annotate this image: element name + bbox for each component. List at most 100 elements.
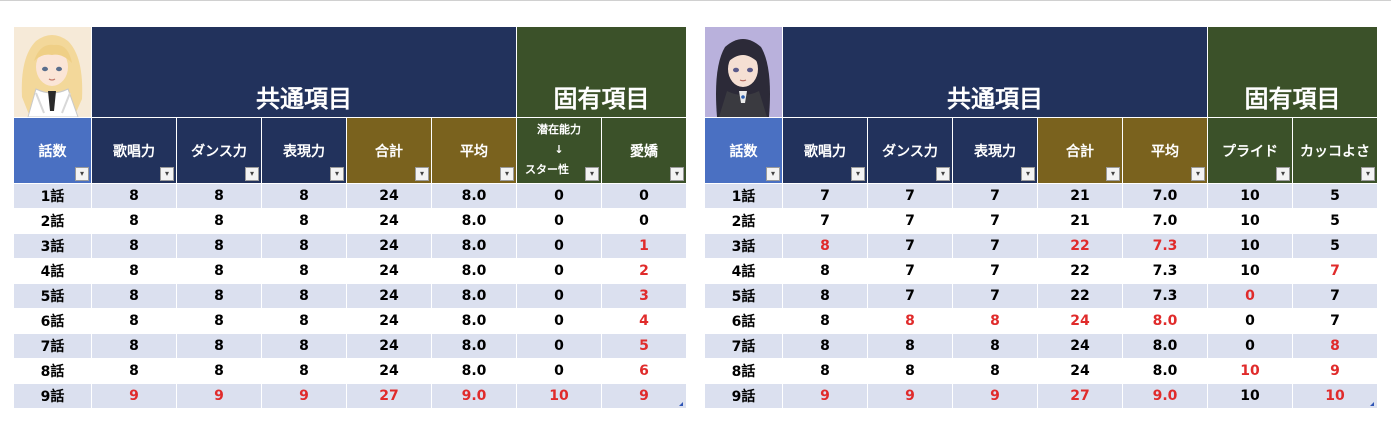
- average-cell[interactable]: 8.0: [431, 233, 517, 259]
- unique-2-cell[interactable]: 9: [1292, 358, 1378, 384]
- average-cell[interactable]: 8.0: [431, 283, 517, 309]
- dance-cell[interactable]: 8: [867, 358, 953, 384]
- average-cell[interactable]: 8.0: [431, 308, 517, 334]
- dance-cell[interactable]: 8: [176, 333, 262, 359]
- singing-cell[interactable]: 8: [91, 258, 177, 284]
- singing-cell[interactable]: 9: [782, 383, 868, 409]
- dance-cell[interactable]: 7: [867, 283, 953, 309]
- unique-2-cell[interactable]: 7: [1292, 258, 1378, 284]
- unique-1-cell[interactable]: 0: [516, 233, 602, 259]
- filter-dropdown-icon[interactable]: ▾: [1021, 167, 1035, 181]
- singing-cell[interactable]: 8: [91, 308, 177, 334]
- total-cell[interactable]: 27: [346, 383, 432, 409]
- table-resize-handle[interactable]: [679, 402, 683, 406]
- expression-cell[interactable]: 8: [952, 358, 1038, 384]
- unique-1-cell[interactable]: 0: [1207, 283, 1293, 309]
- average-cell[interactable]: 9.0: [1122, 383, 1208, 409]
- episode-cell[interactable]: 3話: [13, 233, 92, 259]
- episode-cell[interactable]: 5話: [13, 283, 92, 309]
- unique-2-cell[interactable]: 8: [1292, 333, 1378, 359]
- filter-dropdown-icon[interactable]: ▾: [1361, 167, 1375, 181]
- episode-cell[interactable]: 6話: [13, 308, 92, 334]
- unique-1-cell[interactable]: 0: [516, 258, 602, 284]
- expression-cell[interactable]: 8: [261, 233, 347, 259]
- dance-cell[interactable]: 7: [867, 233, 953, 259]
- singing-cell[interactable]: 7: [782, 208, 868, 234]
- filter-dropdown-icon[interactable]: ▾: [851, 167, 865, 181]
- unique-1-cell[interactable]: 10: [1207, 208, 1293, 234]
- filter-dropdown-icon[interactable]: ▾: [160, 167, 174, 181]
- unique-1-cell[interactable]: 10: [1207, 183, 1293, 209]
- expression-cell[interactable]: 8: [261, 308, 347, 334]
- dance-cell[interactable]: 8: [176, 183, 262, 209]
- filter-dropdown-icon[interactable]: ▾: [75, 167, 89, 181]
- dance-cell[interactable]: 8: [176, 233, 262, 259]
- filter-dropdown-icon[interactable]: ▾: [1106, 167, 1120, 181]
- unique-2-cell[interactable]: 3: [601, 283, 687, 309]
- episode-cell[interactable]: 9話: [704, 383, 783, 409]
- unique-2-cell[interactable]: 5: [1292, 183, 1378, 209]
- average-cell[interactable]: 8.0: [431, 208, 517, 234]
- unique-2-cell[interactable]: 2: [601, 258, 687, 284]
- filter-dropdown-icon[interactable]: ▾: [245, 167, 259, 181]
- average-cell[interactable]: 8.0: [431, 333, 517, 359]
- total-cell[interactable]: 24: [346, 283, 432, 309]
- unique-1-cell[interactable]: 0: [516, 208, 602, 234]
- average-cell[interactable]: 7.3: [1122, 258, 1208, 284]
- episode-cell[interactable]: 8話: [13, 358, 92, 384]
- average-cell[interactable]: 8.0: [431, 183, 517, 209]
- average-cell[interactable]: 8.0: [1122, 308, 1208, 334]
- filter-dropdown-icon[interactable]: ▾: [1191, 167, 1205, 181]
- expression-cell[interactable]: 7: [952, 283, 1038, 309]
- unique-2-cell[interactable]: 10: [1292, 383, 1378, 409]
- dance-cell[interactable]: 8: [176, 283, 262, 309]
- unique-2-cell[interactable]: 5: [1292, 208, 1378, 234]
- filter-dropdown-icon[interactable]: ▾: [415, 167, 429, 181]
- expression-cell[interactable]: 8: [261, 183, 347, 209]
- expression-cell[interactable]: 9: [952, 383, 1038, 409]
- singing-cell[interactable]: 9: [91, 383, 177, 409]
- total-cell[interactable]: 24: [346, 208, 432, 234]
- episode-cell[interactable]: 2話: [704, 208, 783, 234]
- singing-cell[interactable]: 8: [782, 333, 868, 359]
- average-cell[interactable]: 9.0: [431, 383, 517, 409]
- unique-2-cell[interactable]: 5: [601, 333, 687, 359]
- singing-cell[interactable]: 8: [782, 283, 868, 309]
- unique-2-cell[interactable]: 0: [601, 208, 687, 234]
- episode-cell[interactable]: 4話: [13, 258, 92, 284]
- expression-cell[interactable]: 8: [261, 258, 347, 284]
- expression-cell[interactable]: 8: [261, 208, 347, 234]
- dance-cell[interactable]: 7: [867, 183, 953, 209]
- singing-cell[interactable]: 8: [91, 183, 177, 209]
- singing-cell[interactable]: 8: [782, 308, 868, 334]
- dance-cell[interactable]: 8: [867, 308, 953, 334]
- expression-cell[interactable]: 7: [952, 183, 1038, 209]
- singing-cell[interactable]: 8: [91, 233, 177, 259]
- total-cell[interactable]: 27: [1037, 383, 1123, 409]
- total-cell[interactable]: 24: [346, 258, 432, 284]
- episode-cell[interactable]: 1話: [704, 183, 783, 209]
- total-cell[interactable]: 24: [1037, 308, 1123, 334]
- unique-2-cell[interactable]: 6: [601, 358, 687, 384]
- expression-cell[interactable]: 8: [261, 358, 347, 384]
- average-cell[interactable]: 7.3: [1122, 283, 1208, 309]
- unique-2-cell[interactable]: 0: [601, 183, 687, 209]
- dance-cell[interactable]: 8: [176, 208, 262, 234]
- dance-cell[interactable]: 8: [867, 333, 953, 359]
- filter-dropdown-icon[interactable]: ▾: [1276, 167, 1290, 181]
- table-resize-handle[interactable]: [1370, 402, 1374, 406]
- episode-cell[interactable]: 2話: [13, 208, 92, 234]
- unique-1-cell[interactable]: 10: [1207, 258, 1293, 284]
- filter-dropdown-icon[interactable]: ▾: [500, 167, 514, 181]
- expression-cell[interactable]: 9: [261, 383, 347, 409]
- filter-dropdown-icon[interactable]: ▾: [330, 167, 344, 181]
- unique-2-cell[interactable]: 4: [601, 308, 687, 334]
- filter-dropdown-icon[interactable]: ▾: [670, 167, 684, 181]
- total-cell[interactable]: 24: [346, 308, 432, 334]
- average-cell[interactable]: 8.0: [1122, 333, 1208, 359]
- filter-dropdown-icon[interactable]: ▾: [585, 167, 599, 181]
- singing-cell[interactable]: 8: [91, 208, 177, 234]
- unique-1-cell[interactable]: 0: [1207, 333, 1293, 359]
- expression-cell[interactable]: 8: [261, 333, 347, 359]
- unique-1-cell[interactable]: 0: [516, 183, 602, 209]
